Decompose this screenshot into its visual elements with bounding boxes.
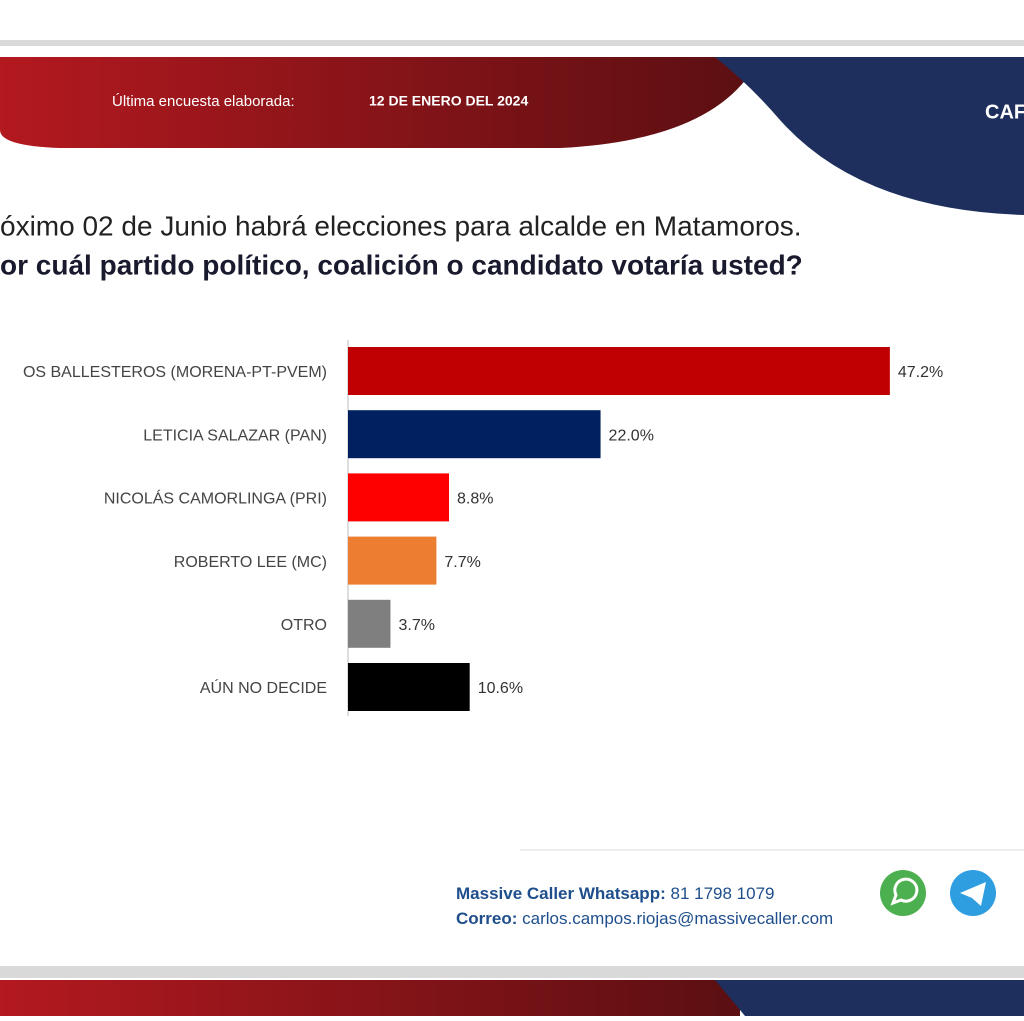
category-label: LETICIA SALAZAR (PAN) — [143, 427, 327, 444]
survey-label: Última encuesta elaborada: — [112, 93, 295, 110]
survey-date: 12 DE ENERO DEL 2024 — [369, 93, 528, 109]
bars: OS BALLESTEROS (MORENA-PT-PVEM) 47.2% LETI… — [23, 347, 943, 711]
category-label: ROBERTO LEE (MC) — [174, 554, 327, 571]
bottom-navy — [715, 980, 1024, 1016]
email-address: carlos.campos.riojas@massivecaller.com — [522, 909, 833, 928]
whatsapp-glyph — [890, 877, 919, 906]
bar — [348, 599, 391, 648]
bottom-red — [0, 980, 740, 1016]
value-label: 3.7% — [398, 617, 434, 634]
email: Correo: carlos.campos.riojas@massivecall… — [456, 909, 833, 928]
whatsapp: Massive Caller Whatsapp: 81 1798 1079 — [456, 884, 774, 903]
telegram-glyph — [960, 882, 986, 906]
bar — [348, 663, 470, 711]
chart-subtitle: or cuál partido político, coalición o ca… — [0, 249, 803, 280]
whatsapp-label: Massive Caller Whatsapp: — [456, 884, 666, 903]
bar — [348, 410, 601, 459]
value-label: 7.7% — [444, 554, 480, 571]
chart-title: óximo 02 de Junio habrá elecciones para … — [0, 210, 802, 241]
brand: CAF — [985, 101, 1024, 123]
email-label: Correo: — [456, 909, 517, 928]
value-label: 47.2% — [898, 364, 943, 381]
bottom-separator — [0, 966, 1024, 978]
value-label: 22.0% — [609, 427, 654, 444]
red-banner — [0, 57, 760, 148]
category-label: NICOLÁS CAMORLINGA (PRI) — [104, 489, 327, 508]
category-label: AÚN NO DECIDE — [200, 678, 327, 697]
value-label: 8.8% — [457, 491, 493, 508]
bar — [348, 536, 437, 585]
bar — [348, 347, 890, 395]
separator — [0, 40, 1024, 46]
whatsapp-icon[interactable] — [880, 870, 926, 916]
navy-banner — [715, 57, 1024, 215]
top-strip — [0, 0, 1024, 40]
category-label: OS BALLESTEROS (MORENA-PT-PVEM) — [23, 364, 327, 381]
value-label: 10.6% — [478, 680, 523, 697]
bar — [348, 473, 450, 522]
whatsapp-number: 81 1798 1079 — [670, 884, 774, 903]
category-label: OTRO — [281, 617, 327, 634]
